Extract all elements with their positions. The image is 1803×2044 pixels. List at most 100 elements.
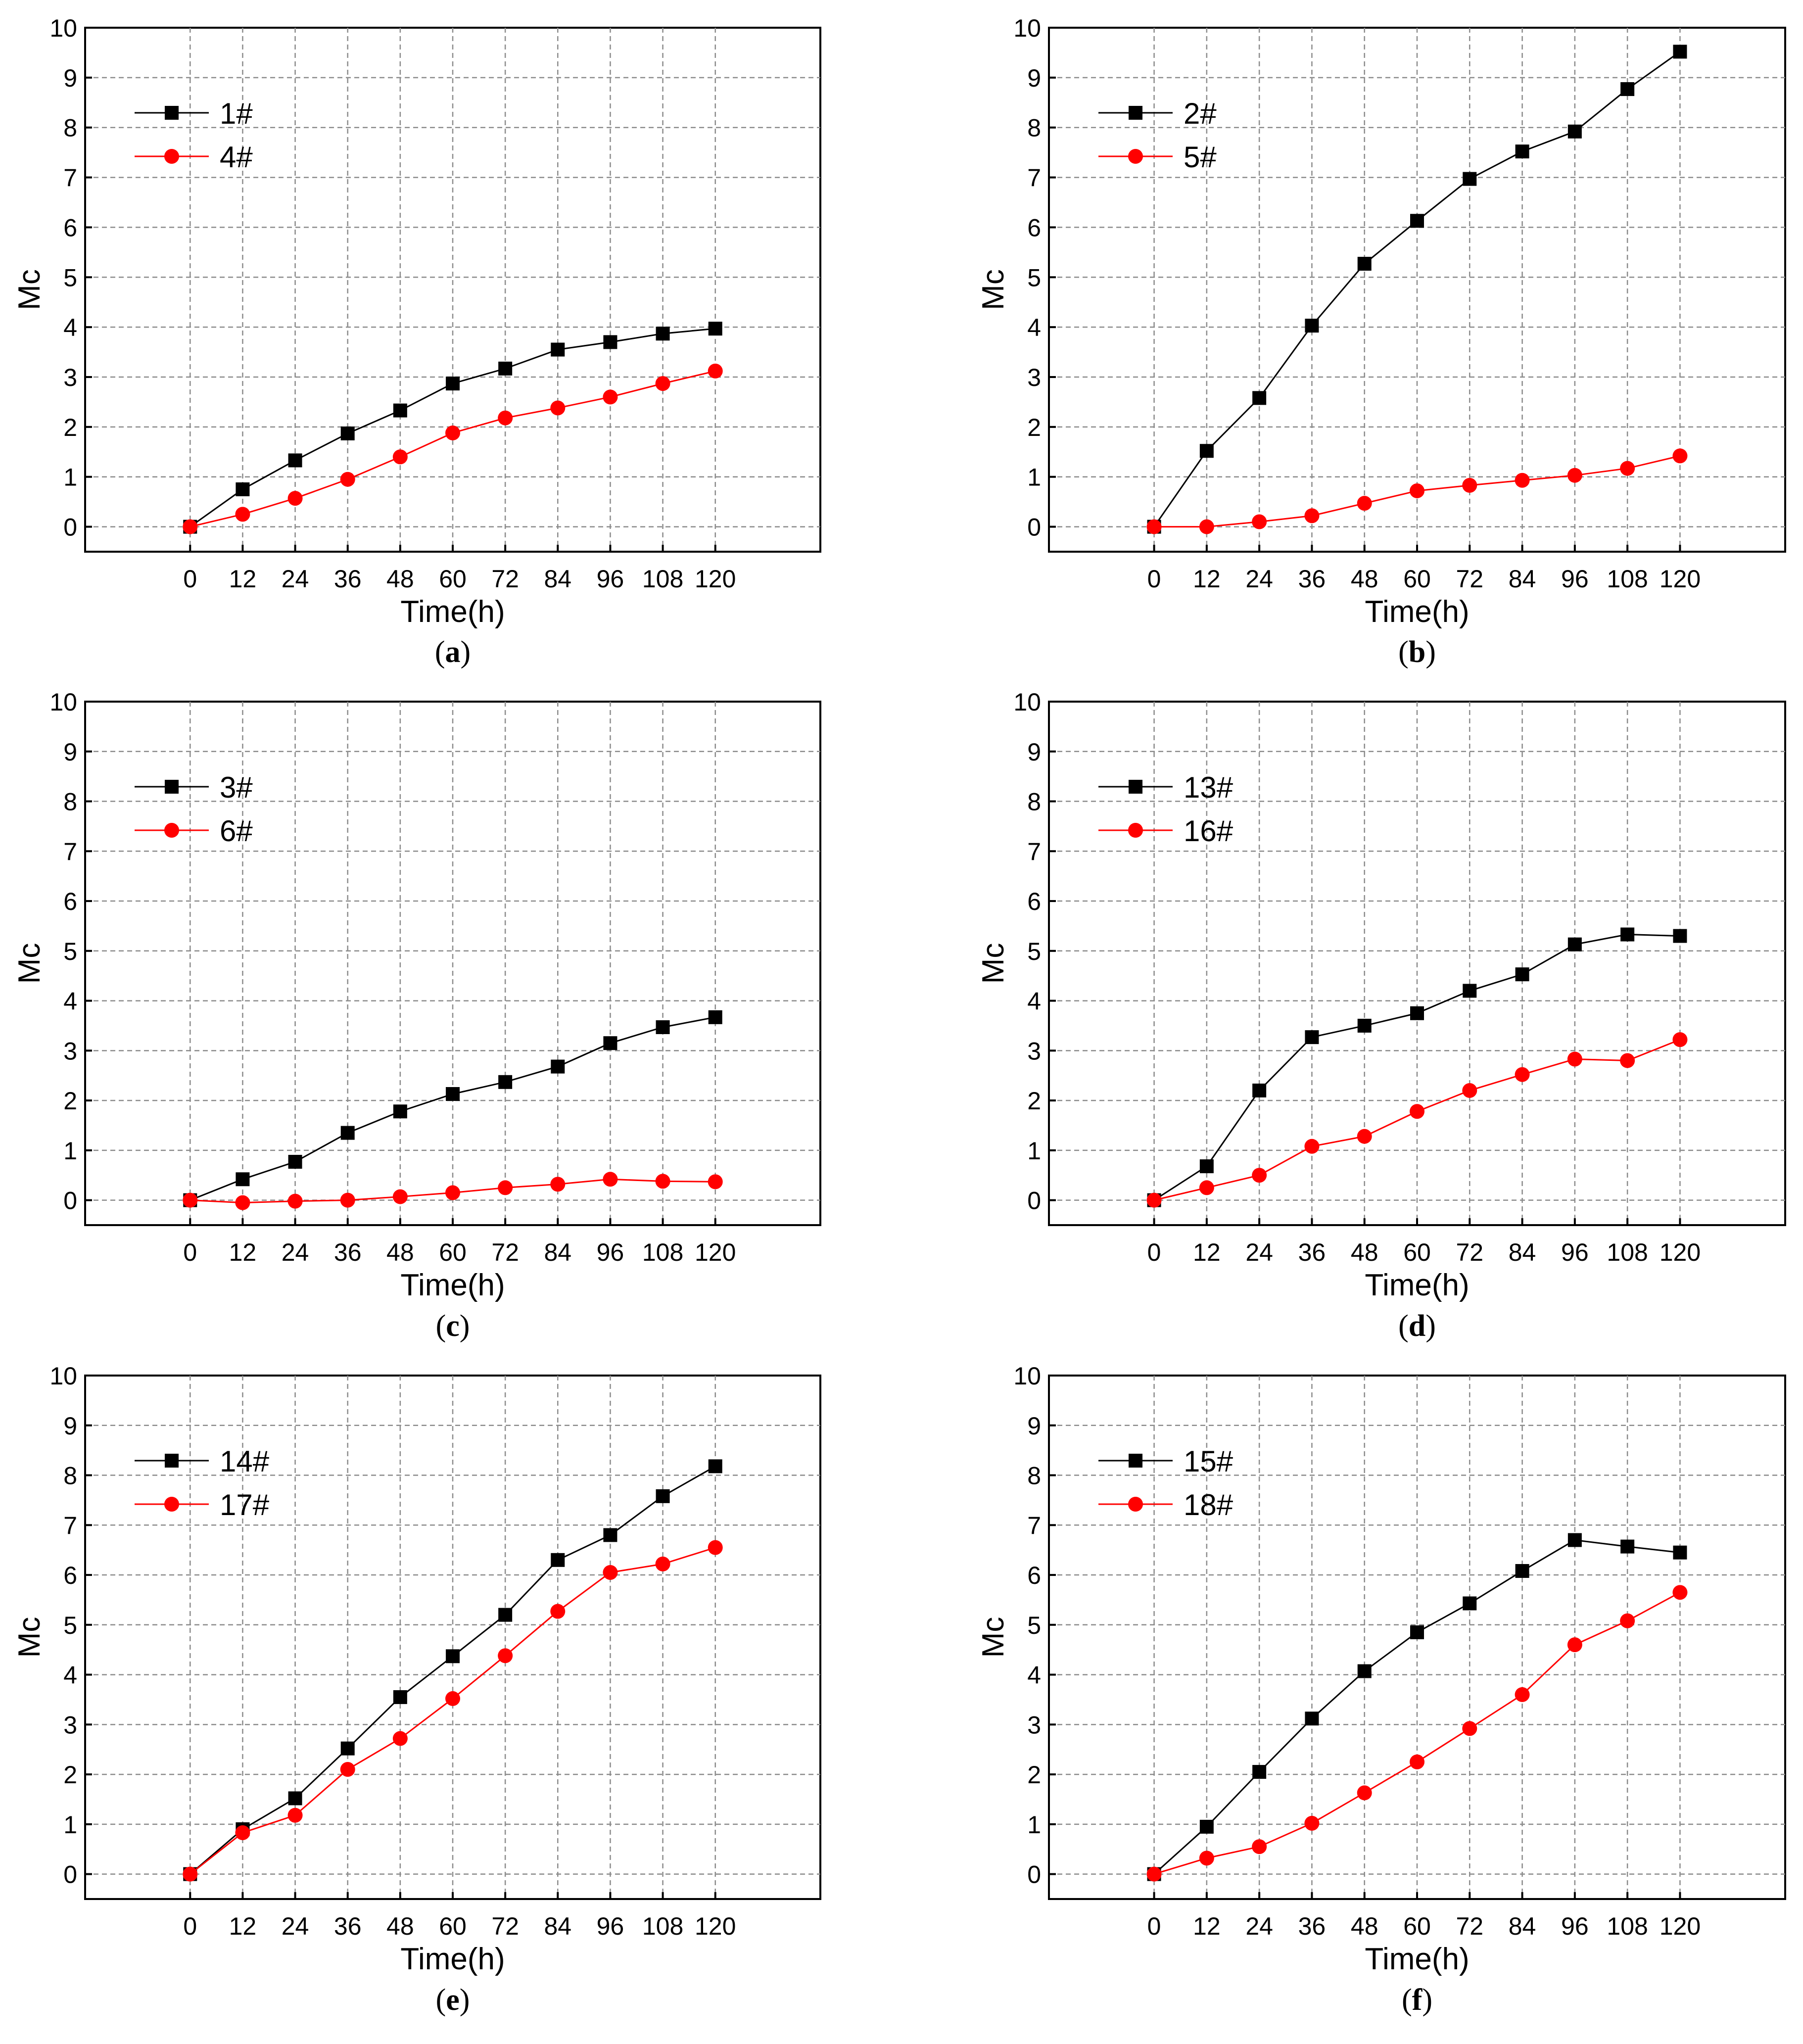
y-tick-label: 3 [63,1711,77,1739]
data-point [603,1036,617,1050]
y-tick-label: 7 [63,164,77,192]
legend-entry: 6# [135,814,253,848]
y-tick-label: 4 [1027,314,1041,341]
x-tick-label: 84 [1509,1238,1536,1266]
chart-panel-f: 0 12 24 36 48 60 72 84 96 108 120012345678910Time(… [976,1362,1786,2017]
data-point [1199,1819,1214,1834]
data-point [1620,1053,1635,1068]
data-point [1620,1539,1635,1554]
y-axis-title: Mc [976,269,1010,310]
y-tick-label: 7 [1027,838,1041,865]
data-point [1146,1192,1162,1208]
y-axis-title: Mc [12,1617,47,1658]
panel-caption-letter: f [1412,1983,1423,2017]
data-point [656,1489,670,1503]
chart-panel-e: 0 12 24 36 48 60 72 84 96 108 120012345678910Time(… [12,1362,821,2017]
data-point [393,403,407,418]
y-tick-label: 2 [63,1761,77,1789]
data-point [1304,1139,1320,1154]
data-point [603,1528,617,1542]
data-point [1567,937,1582,951]
data-point [1462,1721,1477,1736]
y-tick-label: 3 [1027,364,1041,391]
x-tick-label: 96 [597,1912,624,1940]
data-point [498,361,513,376]
data-point [550,1604,566,1619]
data-point [236,482,250,496]
data-point [1252,514,1267,529]
data-point [498,1648,513,1664]
data-point [1199,1180,1214,1195]
data-point [708,1459,722,1474]
y-tick-label: 6 [1027,1562,1041,1589]
y-tick-label: 5 [1027,938,1041,965]
data-point [1410,1006,1424,1020]
data-point [655,1174,670,1189]
data-point [1146,1866,1162,1882]
chart-panel-a: 0 12 24 36 48 60 72 84 96 108 120012345678910Time(… [12,14,821,669]
x-tick-label: 48 [386,1238,414,1266]
y-tick-label: 7 [63,1512,77,1539]
y-tick-label: 5 [63,264,77,291]
data-point [1357,1664,1372,1678]
data-point [498,1180,513,1195]
x-tick-label: 36 [334,1912,362,1940]
panel-caption: (b) [1398,635,1436,669]
x-tick-label: 0 [183,565,197,593]
x-tick-label: 0 [1147,565,1161,593]
x-tick-label: 120 [695,1238,736,1266]
x-tick-label: 108 [1607,1912,1648,1940]
data-point [1462,1083,1477,1098]
y-tick-label: 5 [1027,264,1041,291]
x-tick-label: 72 [491,565,519,593]
y-tick-label: 0 [1027,1187,1041,1215]
x-axis-title: Time(h) [1365,1942,1469,1976]
data-point [603,1172,618,1187]
y-tick-label: 9 [1027,738,1041,766]
x-axis-title: Time(h) [1365,1268,1469,1302]
panel-caption-letter: d [1409,1309,1425,1343]
panel-caption: (e) [436,1983,470,2017]
data-point [498,1608,513,1622]
data-point [235,1825,250,1840]
data-point [287,1193,303,1209]
y-tick-label: 8 [1027,788,1041,816]
x-tick-label: 12 [229,1912,257,1940]
data-point [1357,1018,1372,1033]
x-axis-title: Time(h) [400,1268,505,1302]
data-point [1305,1030,1319,1045]
data-point [392,1189,408,1204]
x-tick-label: 84 [1509,565,1536,593]
panel-caption: (f) [1402,1983,1432,2017]
legend-label: 13# [1184,771,1234,804]
y-axis-title: Mc [12,943,47,984]
data-point [288,453,302,468]
x-tick-label: 72 [1456,1912,1483,1940]
y-tick-label: 0 [63,514,77,541]
data-point [1515,1067,1530,1082]
legend-marker [164,1497,179,1512]
data-point [551,342,565,357]
data-point [1252,1083,1267,1097]
data-point [1357,1129,1372,1144]
data-point [236,1172,250,1187]
legend-marker [1129,1454,1142,1468]
x-tick-label: 0 [183,1238,197,1266]
data-point [550,1177,566,1192]
x-tick-label: 48 [1351,1238,1378,1266]
legend-marker [165,780,179,794]
legend-marker [164,823,179,838]
y-tick-label: 8 [63,114,77,142]
x-tick-label: 48 [1351,565,1378,593]
legend-entry: 13# [1098,771,1234,804]
x-axis-title: Time(h) [1365,595,1469,629]
data-point [1305,1711,1319,1726]
data-point [498,410,513,426]
chart-panel-c: 0 12 24 36 48 60 72 84 96 108 120012345678910Time(… [12,688,821,1343]
legend-entry: 1# [135,97,253,130]
data-point [445,1185,460,1200]
x-tick-label: 72 [491,1912,519,1940]
panel-caption-letter: e [446,1983,460,2017]
data-point [1673,929,1687,943]
x-tick-label: 36 [1298,1238,1326,1266]
